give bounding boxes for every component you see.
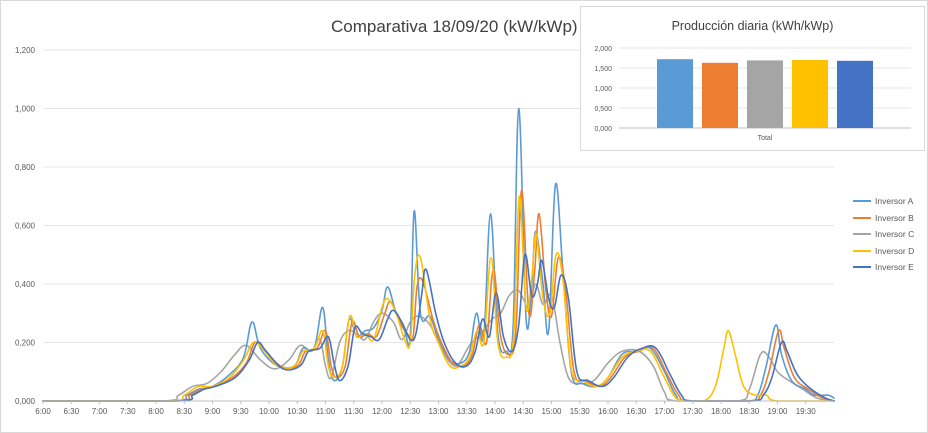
x-tick-label: 17:00 xyxy=(654,407,675,416)
y-tick-label: 0,800 xyxy=(15,163,36,172)
series-line-inversor-e xyxy=(42,253,835,402)
x-tick-label: 11:00 xyxy=(316,407,336,416)
x-tick-label: 6:30 xyxy=(63,407,79,416)
x-tick-label: 12:30 xyxy=(400,407,421,416)
x-tick-label: 19:00 xyxy=(767,407,788,416)
x-tick-label: 16:00 xyxy=(598,407,619,416)
x-tick-label: 13:30 xyxy=(457,407,478,416)
legend-label: Inversor E xyxy=(875,262,914,273)
bar-inversor-d xyxy=(792,60,828,128)
x-tick-label: 13:00 xyxy=(428,407,449,416)
legend-swatch xyxy=(853,266,871,269)
legend-item: Inversor A xyxy=(853,193,914,210)
legend-swatch xyxy=(853,233,871,236)
chart-title: Comparativa 18/09/20 (kW/kWp) xyxy=(331,17,578,36)
legend-swatch xyxy=(853,200,871,203)
y-tick-label: 0,500 xyxy=(594,106,612,113)
bar-inversor-b xyxy=(702,62,738,128)
x-tick-label: 14:00 xyxy=(485,407,506,416)
legend-item: Inversor E xyxy=(853,259,914,276)
x-tick-label: 7:30 xyxy=(120,407,136,416)
x-tick-label: 19:30 xyxy=(796,407,817,416)
chart-legend: Inversor A Inversor B Inversor C Inversor D… xyxy=(853,193,914,276)
bar-inversor-a xyxy=(657,59,693,129)
legend-label: Inversor B xyxy=(875,212,914,223)
legend-label: Inversor D xyxy=(875,245,915,256)
y-tick-label: 0,600 xyxy=(15,222,36,231)
y-tick-label: 1,200 xyxy=(15,46,36,55)
x-category-label: Total xyxy=(758,135,773,142)
y-tick-label: 0,400 xyxy=(15,280,36,289)
inset-chart-title: Producción diaria (kWh/kWp) xyxy=(671,19,834,33)
bar-chart-plot: 0,000 0,500 1,000 1,500 2,000 Total xyxy=(594,46,911,142)
x-tick-label: 10:30 xyxy=(287,407,308,416)
legend-label: Inversor C xyxy=(875,229,915,240)
x-tick-label: 14:30 xyxy=(513,407,534,416)
x-tick-label: 18:00 xyxy=(711,407,732,416)
y-tick-label: 0,000 xyxy=(594,126,612,133)
legend-item: Inversor B xyxy=(853,210,914,227)
legend-item: Inversor D xyxy=(853,243,914,260)
series-line-inversor-d xyxy=(42,195,835,402)
x-tick-label: 10:00 xyxy=(259,407,280,416)
x-tick-label: 15:00 xyxy=(541,407,562,416)
bar-inversor-e xyxy=(837,60,873,128)
legend-label: Inversor A xyxy=(875,196,914,207)
legend-swatch xyxy=(853,249,871,252)
x-tick-label: 8:30 xyxy=(176,407,192,416)
y-tick-label: 1,000 xyxy=(594,86,612,93)
legend-swatch xyxy=(853,216,871,219)
legend-item: Inversor C xyxy=(853,226,914,243)
x-tick-label: 15:30 xyxy=(570,407,591,416)
bar-inversor-c xyxy=(747,60,783,128)
x-tick-label: 9:30 xyxy=(233,407,249,416)
x-tick-label: 17:30 xyxy=(683,407,704,416)
x-tick-label: 11:30 xyxy=(344,407,364,416)
y-tick-label: 0,200 xyxy=(15,339,36,348)
x-tick-label: 6:00 xyxy=(35,407,51,416)
y-tick-label: 1,000 xyxy=(15,105,36,114)
x-tick-label: 16:30 xyxy=(626,407,647,416)
x-tick-label: 12:00 xyxy=(372,407,393,416)
y-tick-label: 0,000 xyxy=(15,397,36,406)
daily-production-chart: Producción diaria (kWh/kWp) 0,000 0,500 1,… xyxy=(580,6,925,151)
x-tick-label: 8:00 xyxy=(148,407,164,416)
series-line-inversor-b xyxy=(42,189,835,402)
series-line-inversor-a xyxy=(42,107,835,402)
y-tick-label: 1,500 xyxy=(594,66,612,73)
y-tick-label: 2,000 xyxy=(594,46,612,53)
x-tick-label: 18:30 xyxy=(739,407,760,416)
x-tick-label: 7:00 xyxy=(92,407,108,416)
x-tick-label: 9:00 xyxy=(205,407,221,416)
